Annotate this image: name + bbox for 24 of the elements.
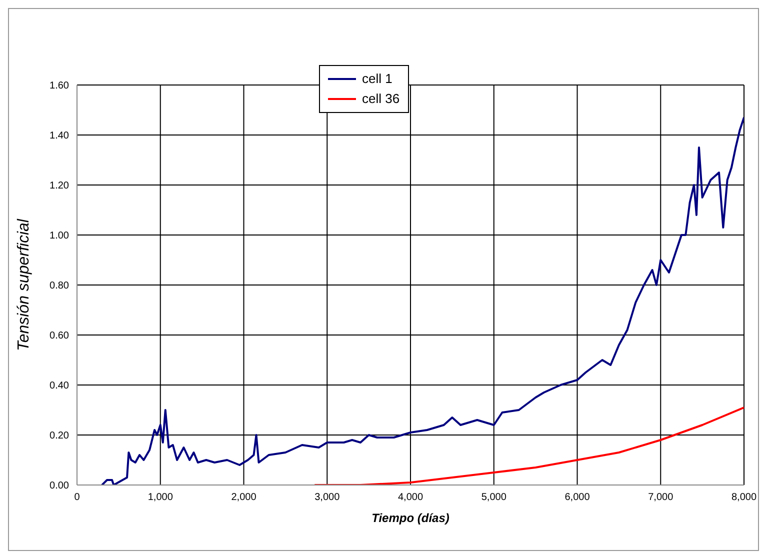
line-series <box>101 116 744 485</box>
y-tick-label: 0.60 <box>50 330 70 342</box>
x-axis-title: Tiempo (días) <box>372 511 450 525</box>
x-tick-label: 3,000 <box>314 492 340 504</box>
y-tick-label: 0.80 <box>50 280 70 292</box>
x-tick-label: 5,000 <box>481 492 507 504</box>
x-tick-label: 2,000 <box>231 492 257 504</box>
y-tick-label: 1.20 <box>50 180 70 192</box>
y-axis-title: Tensión superficial <box>16 218 33 351</box>
y-tick-label: 0.00 <box>50 480 70 492</box>
y-tick-label: 0.40 <box>50 380 70 392</box>
legend-label: cell 1 <box>362 70 392 88</box>
y-tick-label: 1.00 <box>50 230 70 242</box>
y-tick-label: 0.20 <box>50 430 70 442</box>
x-tick-label: 6,000 <box>564 492 590 504</box>
line-series <box>314 406 744 485</box>
y-tick-label: 1.40 <box>50 130 70 142</box>
legend-label: cell 36 <box>362 90 400 108</box>
x-tick-label: 0 <box>74 492 80 504</box>
y-tick-label: 1.60 <box>50 80 70 92</box>
x-tick-label: 7,000 <box>648 492 674 504</box>
x-tick-label: 4,000 <box>398 492 424 504</box>
x-tick-label: 1,000 <box>148 492 174 504</box>
x-tick-label: 8,000 <box>731 492 757 504</box>
